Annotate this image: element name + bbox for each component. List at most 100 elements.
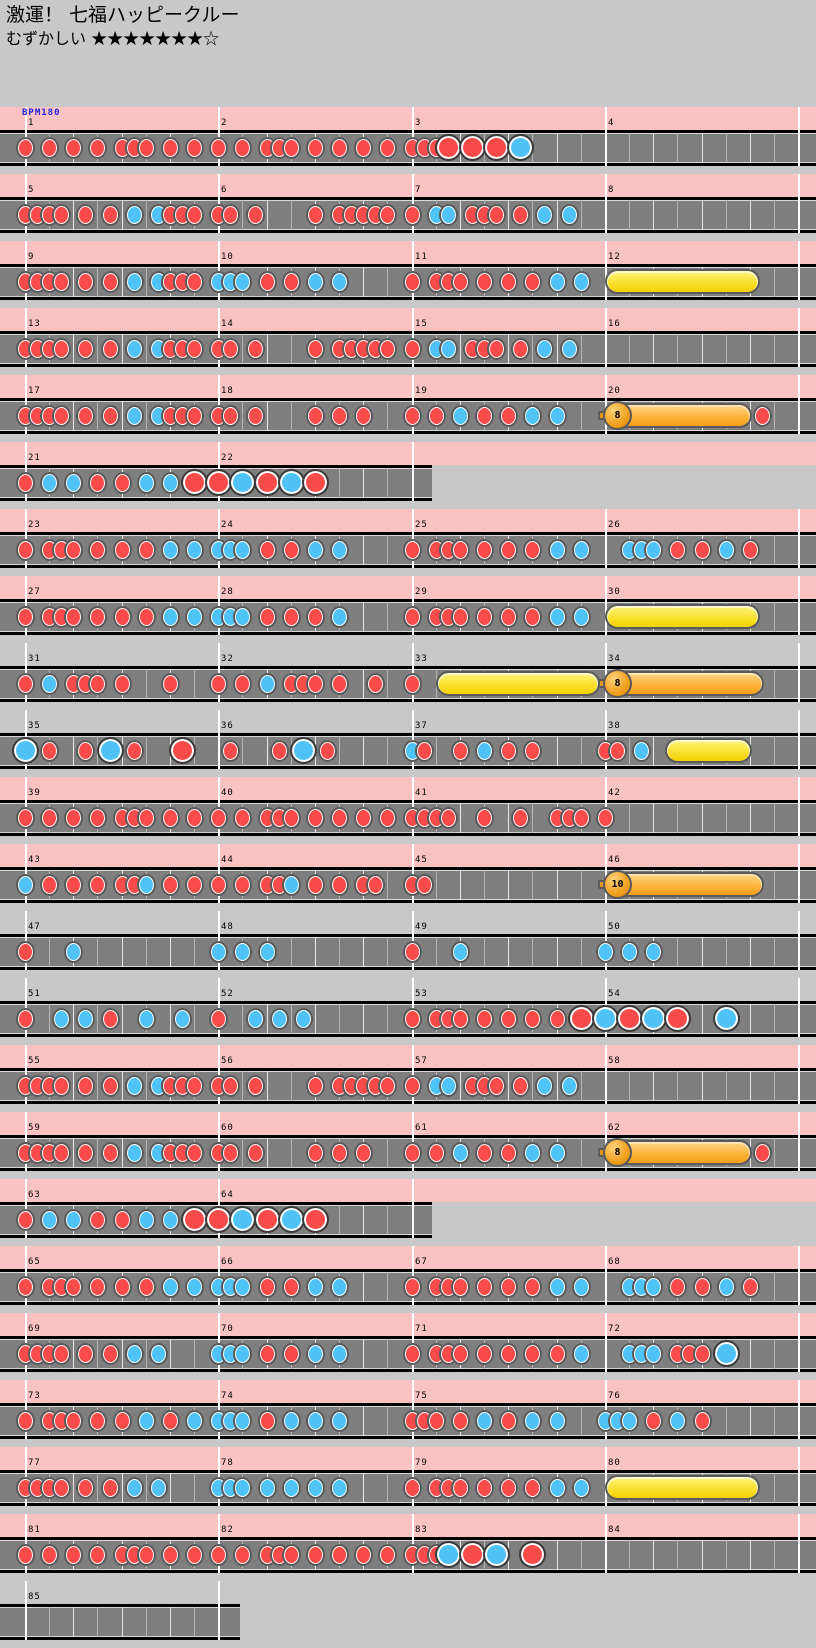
big-don-note[interactable] (302, 1206, 329, 1233)
don-note[interactable] (499, 1142, 518, 1164)
don-note[interactable] (209, 1544, 228, 1566)
don-note[interactable] (403, 1075, 422, 1097)
don-note[interactable] (16, 539, 35, 561)
don-note[interactable] (52, 204, 71, 226)
don-note[interactable] (246, 204, 265, 226)
don-note[interactable] (451, 1008, 470, 1030)
don-note[interactable] (439, 807, 458, 829)
don-note[interactable] (185, 405, 204, 427)
don-note[interactable] (161, 137, 180, 159)
don-note[interactable] (475, 405, 494, 427)
ka-note[interactable] (306, 539, 325, 561)
don-note[interactable] (403, 1477, 422, 1499)
ka-note[interactable] (233, 1343, 252, 1365)
don-note[interactable] (101, 405, 120, 427)
don-note[interactable] (451, 271, 470, 293)
ka-note[interactable] (548, 405, 567, 427)
don-note[interactable] (76, 740, 95, 762)
don-note[interactable] (366, 874, 385, 896)
don-note[interactable] (523, 1477, 542, 1499)
ka-note[interactable] (282, 1410, 301, 1432)
ka-note[interactable] (330, 1477, 349, 1499)
ka-note[interactable] (125, 1142, 144, 1164)
ka-note[interactable] (451, 1142, 470, 1164)
ka-note[interactable] (137, 472, 156, 494)
don-note[interactable] (88, 673, 107, 695)
ka-note[interactable] (185, 539, 204, 561)
don-note[interactable] (76, 271, 95, 293)
ka-note[interactable] (451, 941, 470, 963)
don-note[interactable] (306, 606, 325, 628)
don-note[interactable] (378, 137, 397, 159)
don-note[interactable] (415, 874, 434, 896)
don-note[interactable] (403, 539, 422, 561)
don-note[interactable] (88, 539, 107, 561)
drumroll-note[interactable] (436, 671, 600, 696)
ka-note[interactable] (161, 1209, 180, 1231)
don-note[interactable] (233, 1544, 252, 1566)
big-don-note[interactable] (435, 134, 462, 161)
don-note[interactable] (88, 1276, 107, 1298)
don-note[interactable] (523, 1276, 542, 1298)
don-note[interactable] (475, 807, 494, 829)
don-note[interactable] (185, 1075, 204, 1097)
ka-note[interactable] (258, 1477, 277, 1499)
don-note[interactable] (88, 472, 107, 494)
don-note[interactable] (403, 204, 422, 226)
don-note[interactable] (137, 1544, 156, 1566)
big-ka-note[interactable] (713, 1340, 740, 1367)
don-note[interactable] (40, 137, 59, 159)
don-note[interactable] (185, 204, 204, 226)
don-note[interactable] (52, 1343, 71, 1365)
don-note[interactable] (366, 673, 385, 695)
don-note[interactable] (668, 539, 687, 561)
ka-note[interactable] (185, 1276, 204, 1298)
don-note[interactable] (52, 405, 71, 427)
don-note[interactable] (403, 606, 422, 628)
ka-note[interactable] (560, 1075, 579, 1097)
don-note[interactable] (427, 1410, 446, 1432)
don-note[interactable] (403, 673, 422, 695)
don-note[interactable] (354, 137, 373, 159)
ka-note[interactable] (644, 1343, 663, 1365)
don-note[interactable] (246, 338, 265, 360)
don-note[interactable] (475, 1343, 494, 1365)
don-note[interactable] (137, 606, 156, 628)
don-note[interactable] (403, 1142, 422, 1164)
ka-note[interactable] (185, 606, 204, 628)
don-note[interactable] (475, 606, 494, 628)
don-note[interactable] (113, 606, 132, 628)
don-note[interactable] (693, 1410, 712, 1432)
don-note[interactable] (282, 137, 301, 159)
don-note[interactable] (668, 1276, 687, 1298)
ka-note[interactable] (282, 1477, 301, 1499)
ka-note[interactable] (306, 1477, 325, 1499)
don-note[interactable] (16, 1410, 35, 1432)
don-note[interactable] (233, 673, 252, 695)
don-note[interactable] (330, 1544, 349, 1566)
don-note[interactable] (330, 405, 349, 427)
don-note[interactable] (64, 539, 83, 561)
don-note[interactable] (137, 1276, 156, 1298)
don-note[interactable] (499, 606, 518, 628)
don-note[interactable] (137, 539, 156, 561)
drumroll-note[interactable] (665, 738, 752, 763)
don-note[interactable] (76, 1075, 95, 1097)
ka-note[interactable] (596, 941, 615, 963)
don-note[interactable] (161, 1410, 180, 1432)
ka-note[interactable] (125, 338, 144, 360)
ka-note[interactable] (523, 405, 542, 427)
don-note[interactable] (185, 807, 204, 829)
don-note[interactable] (282, 1276, 301, 1298)
don-note[interactable] (16, 472, 35, 494)
don-note[interactable] (16, 1209, 35, 1231)
don-note[interactable] (511, 204, 530, 226)
don-note[interactable] (403, 338, 422, 360)
big-ka-note[interactable] (278, 469, 305, 496)
don-note[interactable] (185, 338, 204, 360)
ka-note[interactable] (137, 1008, 156, 1030)
big-don-note[interactable] (483, 134, 510, 161)
ka-note[interactable] (233, 1410, 252, 1432)
don-note[interactable] (161, 673, 180, 695)
don-note[interactable] (161, 807, 180, 829)
